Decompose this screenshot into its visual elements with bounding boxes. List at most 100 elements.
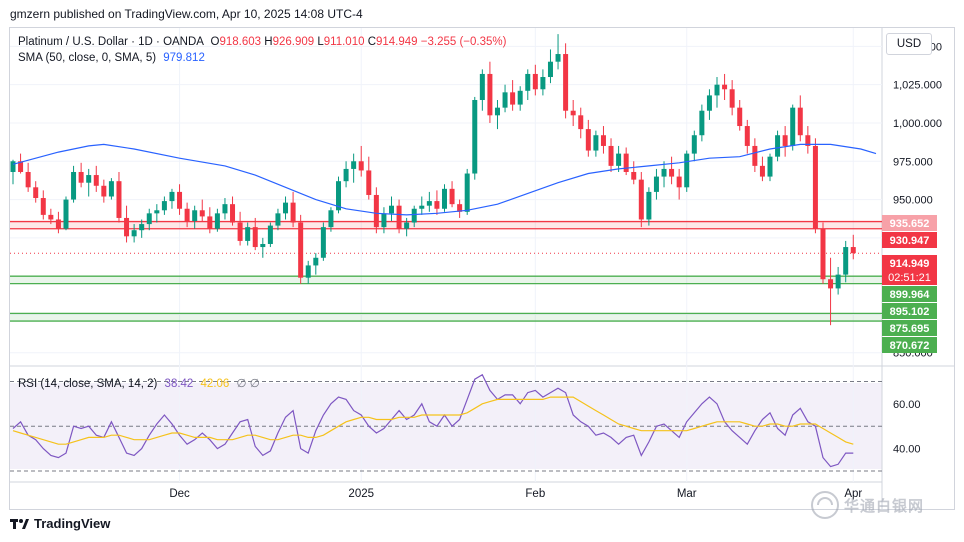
candle-body	[547, 61, 553, 78]
candle-body	[177, 191, 183, 209]
candle-body	[124, 217, 130, 237]
support-3-label: 875.695	[890, 323, 930, 335]
candle-body	[828, 279, 834, 289]
candle-body	[267, 225, 273, 244]
support-1-box	[882, 286, 937, 302]
close-label: C	[367, 36, 376, 48]
candle-body	[426, 201, 432, 206]
high-value: 926.909	[272, 36, 315, 48]
low-value: 911.010	[323, 36, 365, 48]
candle-body	[782, 135, 788, 146]
candle-body	[389, 205, 394, 214]
candle-body	[555, 54, 561, 62]
footer-brand[interactable]: TradingView	[10, 516, 110, 531]
support-2-box	[882, 303, 937, 319]
candle-body	[78, 171, 84, 183]
candle-body	[669, 168, 675, 177]
candle-body	[722, 84, 728, 90]
candle-body	[676, 176, 682, 188]
candle-body	[131, 230, 137, 237]
resistance-upper-box	[882, 215, 937, 231]
candle-body	[532, 73, 538, 90]
candle-body	[653, 176, 659, 192]
candle-body	[494, 107, 500, 116]
candle-body	[93, 175, 99, 186]
candle-body	[214, 213, 220, 229]
time-tick-label: Apr	[844, 488, 862, 500]
candle-body	[71, 171, 77, 200]
rsi-legend: RSI (14, close, SMA, 14, 2) 38.42 42.06 …	[18, 376, 260, 390]
last-price-box	[882, 255, 937, 285]
candle-body	[328, 210, 334, 228]
candle-body	[184, 208, 190, 222]
candle-body	[169, 191, 175, 202]
candle-body	[419, 205, 425, 209]
candle-body	[222, 204, 228, 214]
price-legend: Platinum / U.S. Dollar · 1D · OANDA O918…	[18, 34, 506, 66]
candle-body	[517, 90, 523, 105]
candle-body	[396, 205, 402, 229]
resistance-lower-label: 930.947	[890, 235, 930, 247]
candle-body	[752, 145, 758, 166]
close-value: 914.949	[376, 36, 418, 48]
low-label: L	[317, 36, 324, 48]
candle-body	[449, 188, 455, 205]
candle-body	[101, 185, 107, 197]
sma-value: 979.812	[163, 52, 205, 64]
candle-body	[86, 175, 92, 183]
candle-body	[404, 222, 410, 229]
candle-body	[510, 92, 516, 105]
candle-body	[33, 187, 39, 199]
candle-body	[10, 161, 16, 172]
candle-body	[336, 181, 342, 211]
watermark-logo-icon	[811, 491, 839, 519]
candle-body	[684, 153, 690, 188]
open-label: O	[210, 36, 220, 48]
change-value: −3.255 (−0.35%)	[420, 36, 507, 48]
rsi-line	[12, 373, 854, 468]
price-tick-label: 975.000	[893, 156, 933, 168]
sma-label[interactable]: SMA (50, close, 0, SMA, 5)	[18, 52, 157, 64]
candle-body	[40, 198, 46, 215]
sma-line	[12, 143, 877, 216]
symbol-title[interactable]: Platinum / U.S. Dollar · 1D · OANDA	[18, 36, 204, 48]
candle-body	[600, 135, 606, 146]
candle-body	[479, 73, 485, 100]
resistance-lower-box	[882, 232, 937, 248]
high-label: H	[264, 36, 273, 48]
sma-row: SMA (50, close, 0, SMA, 5) 979.812	[18, 50, 506, 66]
candle-body	[108, 181, 114, 197]
candle-body	[570, 110, 576, 116]
candle-body	[154, 210, 160, 214]
candle-body	[381, 213, 387, 228]
time-tick-label: Mar	[677, 488, 697, 500]
candle-body	[578, 115, 584, 130]
candle-body	[298, 222, 304, 278]
candle-body	[646, 191, 652, 220]
candle-body	[623, 153, 629, 172]
candle-body	[457, 204, 463, 212]
candle-body	[290, 202, 296, 223]
candle-body	[790, 107, 796, 146]
candle-body	[525, 73, 531, 91]
time-tick-label: Dec	[169, 488, 190, 500]
publisher-line: gmzern published on TradingView.com, Apr…	[10, 7, 363, 21]
candle-body	[275, 213, 281, 226]
candle-body	[358, 161, 364, 171]
candle-body	[139, 224, 145, 231]
rsi-label[interactable]: RSI (14, close, SMA, 14, 2)	[18, 378, 158, 390]
candle-body	[797, 107, 803, 136]
price-tick-label: 1,025.000	[893, 80, 942, 92]
currency-button[interactable]: USD	[886, 33, 932, 55]
candle-body	[305, 265, 311, 278]
support-1-label: 899.964	[890, 289, 931, 301]
candle-body	[55, 219, 61, 229]
candle-body	[48, 214, 54, 220]
price-tick-label: 1,000.000	[893, 118, 942, 130]
candle-body	[161, 201, 167, 211]
price-tick-label: 950.000	[893, 195, 933, 207]
support-upper-zone	[10, 276, 882, 284]
candle-body	[260, 243, 266, 248]
candle-body	[351, 161, 357, 169]
